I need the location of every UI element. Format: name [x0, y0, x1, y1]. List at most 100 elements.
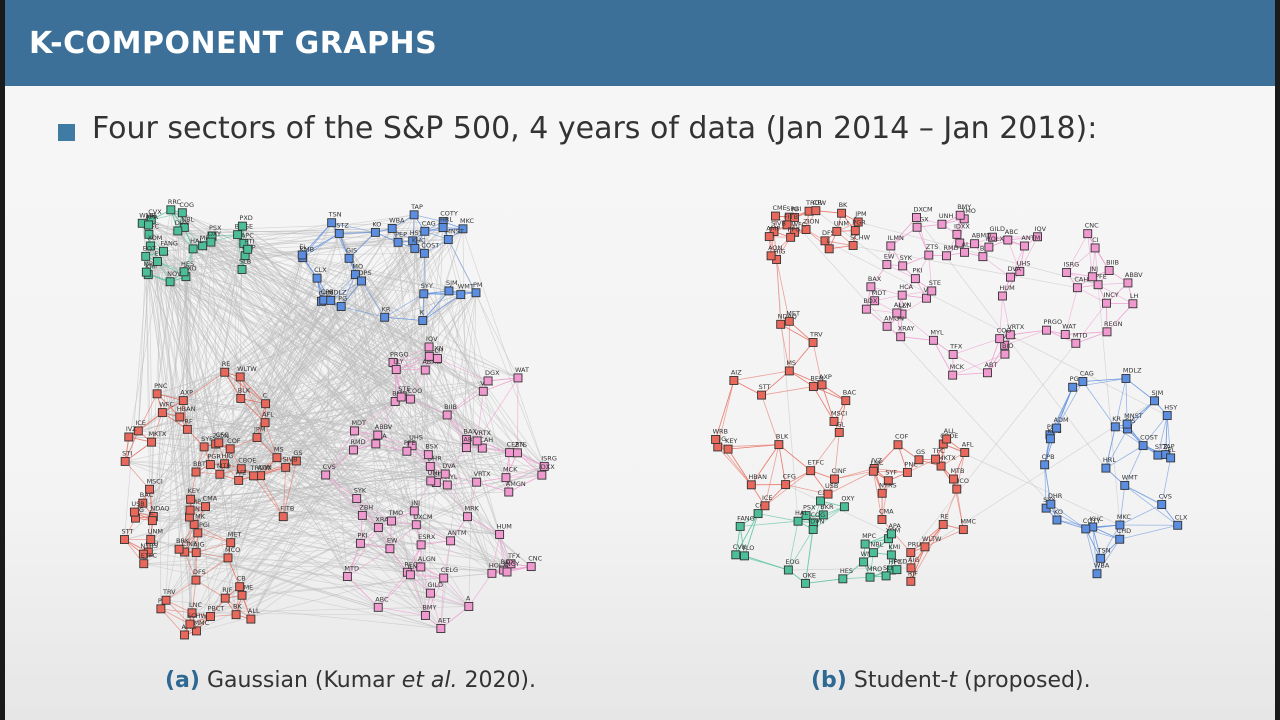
- node-label: REGN: [1104, 320, 1123, 328]
- node-financials: ICE: [133, 419, 146, 436]
- cross-edge: [448, 290, 478, 441]
- node-marker: [237, 590, 247, 600]
- node-financials: AIZ: [234, 468, 247, 485]
- node-health-care: BDX: [861, 297, 878, 314]
- cross-edge: [196, 301, 322, 632]
- node-label: WMB: [861, 550, 878, 558]
- node-financials: CBOE: [236, 457, 256, 474]
- cross-edge: [340, 306, 402, 398]
- node-label: PSX: [209, 224, 222, 232]
- sector-edge: [505, 474, 542, 479]
- node-marker: [393, 237, 403, 247]
- sector-edge: [1096, 539, 1121, 574]
- node-label: C: [263, 392, 268, 400]
- node-health-care: MTD: [1071, 331, 1087, 348]
- nodes-layer: VLOHFCMPCPSXBKRWMBOKEHALKMISLBCOGXOMOXYC…: [711, 199, 1188, 588]
- sector-edge: [1092, 526, 1120, 540]
- node-marker: [920, 542, 930, 552]
- node-marker: [391, 365, 401, 374]
- node-label: MDT: [351, 419, 366, 427]
- sector-edge: [750, 444, 780, 486]
- node-health-care: CI: [1090, 236, 1100, 253]
- cross-edge: [157, 393, 483, 449]
- node-consumer-staples: MKC: [1115, 513, 1131, 530]
- sector-edge: [870, 286, 903, 296]
- node-marker: [159, 246, 168, 256]
- node-marker: [766, 251, 776, 261]
- cross-edge: [163, 251, 266, 404]
- node-health-care: ALGN: [416, 555, 436, 572]
- node-financials: BK: [837, 201, 848, 218]
- cross-edge: [135, 248, 416, 519]
- sector-edge: [1045, 507, 1086, 530]
- node-energy: MRO: [865, 565, 882, 582]
- cross-edge: [215, 401, 396, 445]
- node-marker: [355, 538, 365, 548]
- sector-edge: [377, 434, 408, 452]
- node-marker: [729, 376, 739, 385]
- node-label: PRGO: [1044, 318, 1063, 326]
- node-label: FITB: [280, 505, 294, 513]
- node-health-care: SYK: [898, 254, 913, 271]
- node-label: HRL: [440, 215, 453, 223]
- node-financials: ETFC: [139, 552, 158, 569]
- sector-edge: [733, 380, 762, 396]
- sector-edge: [1106, 303, 1108, 332]
- node-consumer-staples: WBA: [387, 216, 405, 233]
- node-label: IQV: [426, 335, 438, 343]
- sector-edge: [282, 460, 297, 517]
- node-marker: [504, 487, 514, 497]
- node-marker: [215, 469, 225, 479]
- node-marker: [220, 593, 230, 603]
- cross-edge: [142, 502, 363, 516]
- node-marker: [278, 512, 288, 522]
- node-marker: [1003, 235, 1013, 245]
- node-label: HBAN: [177, 405, 196, 413]
- sector-edge: [1127, 400, 1155, 430]
- sector-edge: [789, 342, 814, 372]
- sector-edge: [1100, 524, 1121, 559]
- node-health-care: AMGN: [882, 314, 904, 331]
- node-energy: APA: [887, 522, 901, 539]
- sector-edge: [440, 577, 445, 629]
- cross-edge: [178, 498, 357, 550]
- node-marker: [978, 252, 988, 262]
- cross-edge: [302, 257, 493, 574]
- node-label: CHD: [1117, 527, 1131, 535]
- node-financials: SIVB: [769, 220, 786, 236]
- node-label: MNST: [445, 228, 464, 236]
- sector-edge: [394, 369, 397, 402]
- cross-edge: [218, 301, 322, 443]
- node-label: MMC: [960, 518, 976, 526]
- node-financials: STT: [757, 383, 771, 400]
- node-consumer-staples: COST: [1138, 434, 1158, 451]
- gaussian-graph: MPCHFCPSXXOMCVXCOPOXYCOGKMIMROAPCEOGCXON…: [120, 198, 557, 640]
- cross-edge: [143, 563, 348, 577]
- node-label: NOV: [167, 270, 182, 278]
- sector-edge: [1124, 485, 1178, 526]
- node-marker: [153, 257, 162, 266]
- node-marker: [120, 535, 129, 544]
- sector-edge: [928, 255, 933, 291]
- node-marker: [808, 382, 818, 392]
- sector-edge: [942, 488, 958, 525]
- sector-edge: [508, 474, 543, 493]
- sector-edge: [445, 473, 477, 483]
- cross-edge: [169, 281, 193, 613]
- node-marker: [834, 427, 844, 437]
- sector-edge: [165, 579, 197, 601]
- sector-edge: [483, 377, 519, 392]
- node-energy: SLB: [881, 564, 895, 581]
- node-label: TAP: [1162, 443, 1175, 451]
- node-financials: MKTX: [936, 454, 956, 471]
- sector-edge: [340, 274, 356, 307]
- node-label: RMD: [351, 438, 366, 446]
- node-health-care: STE: [927, 279, 941, 296]
- node-health-care: ALXN: [892, 301, 911, 318]
- sector-edge: [196, 552, 229, 559]
- node-marker: [349, 445, 358, 455]
- node-marker: [252, 433, 262, 443]
- node-label: ABT: [984, 361, 997, 369]
- node-marker: [1015, 266, 1025, 276]
- node-marker: [1157, 500, 1167, 510]
